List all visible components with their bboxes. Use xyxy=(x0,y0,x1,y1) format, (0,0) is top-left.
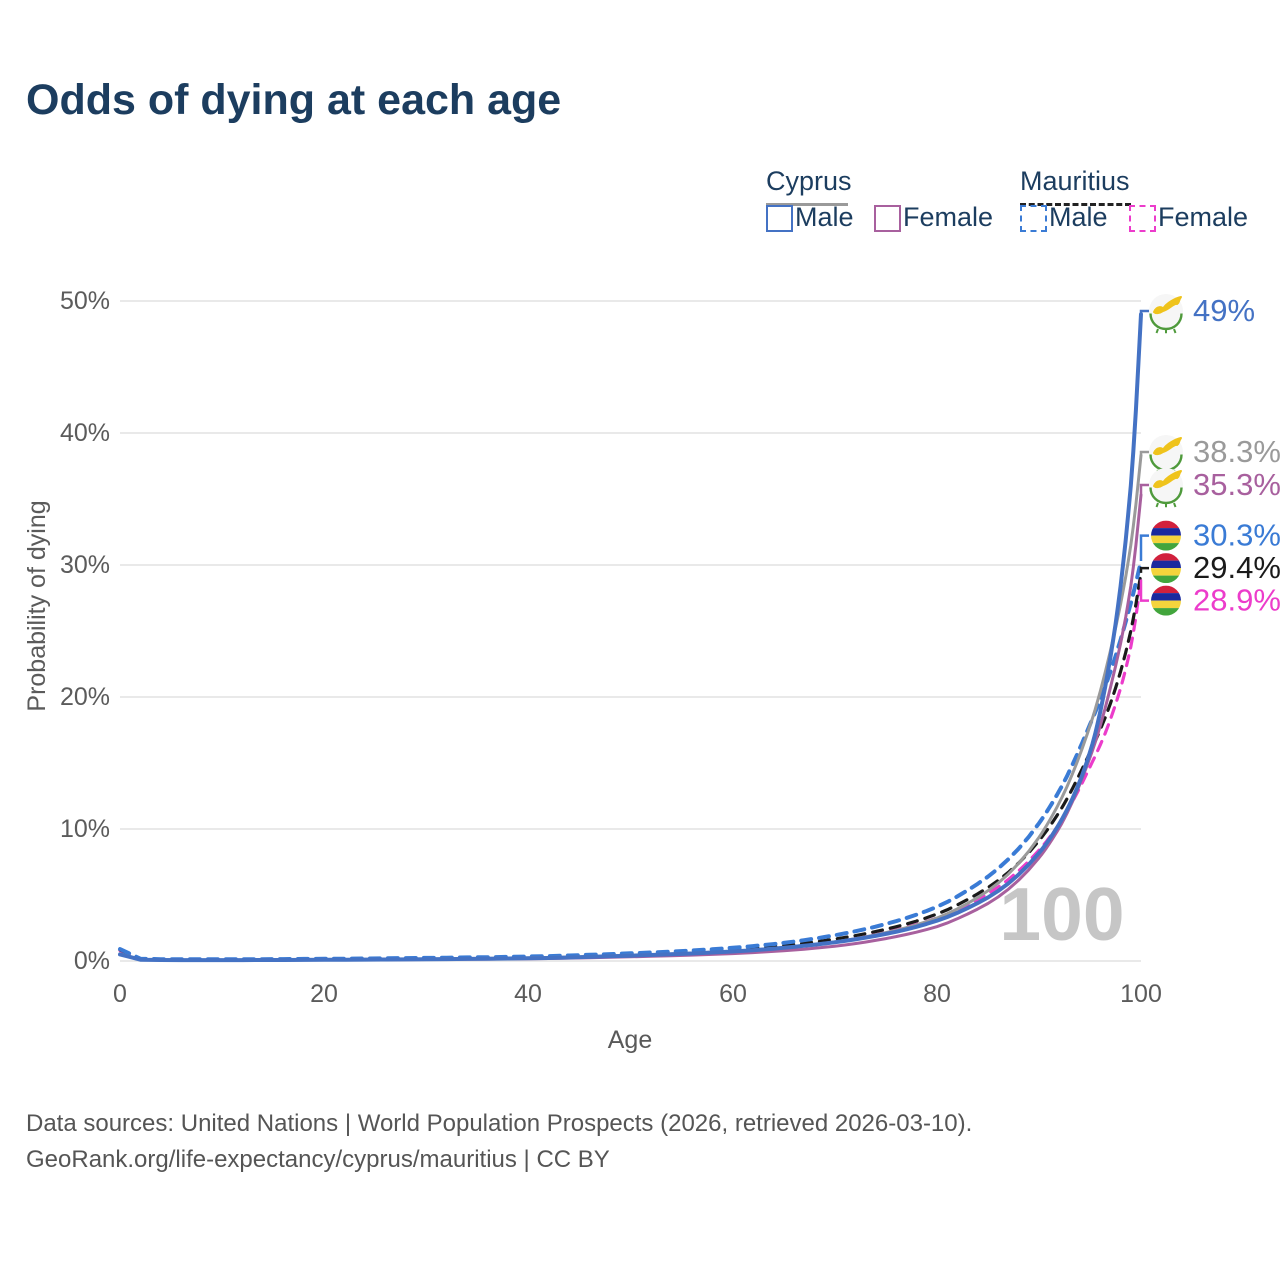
svg-text:30.3%: 30.3% xyxy=(1193,518,1280,553)
svg-text:30%: 30% xyxy=(60,551,110,579)
svg-text:100: 100 xyxy=(999,872,1124,956)
svg-text:0: 0 xyxy=(113,980,127,1008)
svg-text:40%: 40% xyxy=(60,419,110,447)
svg-text:100: 100 xyxy=(1120,980,1162,1008)
svg-text:40: 40 xyxy=(514,980,542,1008)
svg-text:Age: Age xyxy=(608,1026,652,1054)
svg-text:35.3%: 35.3% xyxy=(1193,467,1280,502)
svg-text:20: 20 xyxy=(310,980,338,1008)
svg-text:80: 80 xyxy=(923,980,951,1008)
svg-text:0%: 0% xyxy=(74,947,110,975)
svg-text:10%: 10% xyxy=(60,815,110,843)
svg-text:50%: 50% xyxy=(60,287,110,315)
svg-text:38.3%: 38.3% xyxy=(1193,434,1280,469)
svg-text:49%: 49% xyxy=(1193,293,1255,328)
svg-text:28.9%: 28.9% xyxy=(1193,583,1280,618)
svg-text:Probability of dying: Probability of dying xyxy=(23,500,51,711)
svg-text:29.4%: 29.4% xyxy=(1193,550,1280,585)
svg-text:20%: 20% xyxy=(60,683,110,711)
svg-text:60: 60 xyxy=(719,980,747,1008)
